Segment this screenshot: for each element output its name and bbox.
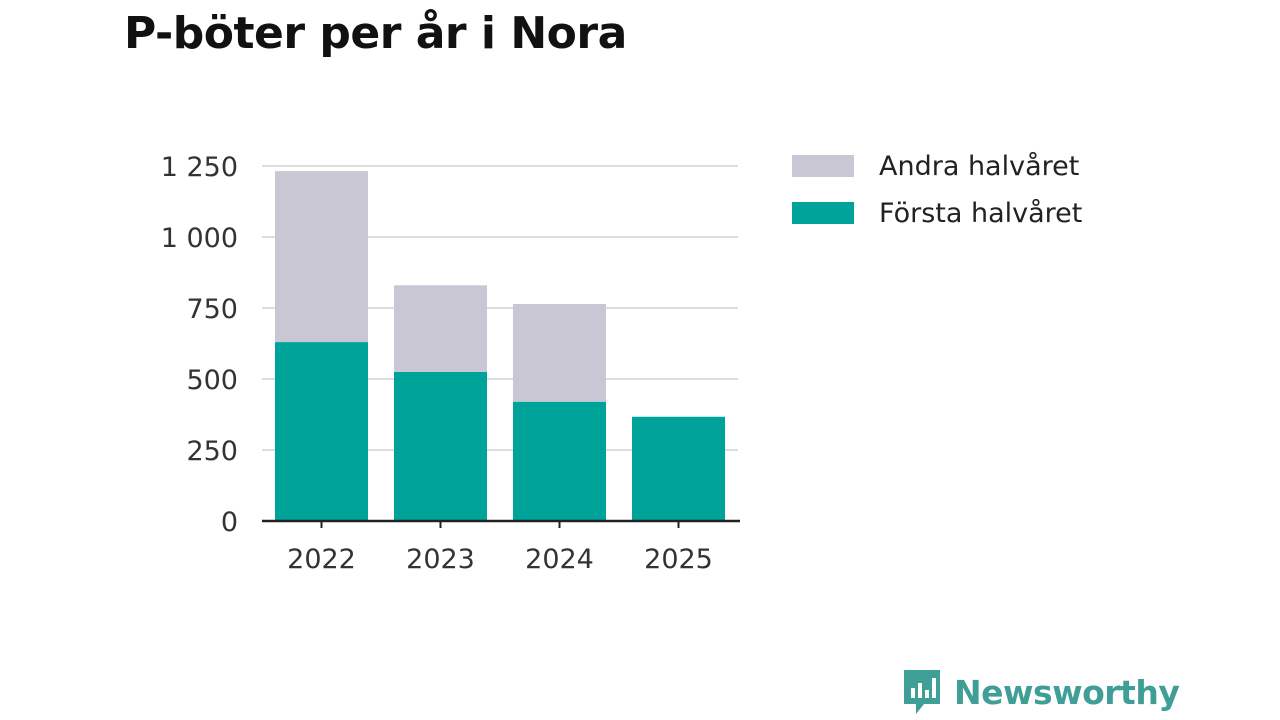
x-tick-label: 2025 xyxy=(644,544,713,575)
legend-label: Första halvåret xyxy=(879,198,1082,229)
y-tick-label: 250 xyxy=(186,436,238,467)
x-tick-label: 2022 xyxy=(287,544,356,575)
bar-andra-halvaret xyxy=(513,304,606,402)
bar-forsta-halvaret xyxy=(513,401,606,521)
bar-forsta-halvaret xyxy=(394,371,487,521)
bar-forsta-halvaret xyxy=(632,416,725,521)
x-tick-label: 2024 xyxy=(525,544,594,575)
y-tick-label: 500 xyxy=(186,365,238,396)
brand-name: Newsworthy xyxy=(954,672,1180,712)
chart-title: P-böter per år i Nora xyxy=(124,8,627,59)
legend-swatch xyxy=(792,155,854,177)
legend-label: Andra halvåret xyxy=(879,151,1079,182)
bar-forsta-halvaret xyxy=(275,342,368,521)
y-tick-label: 1 000 xyxy=(161,223,238,254)
x-tick-label: 2023 xyxy=(406,544,475,575)
bar-andra-halvaret xyxy=(394,285,487,372)
y-tick-label: 1 250 xyxy=(161,152,238,183)
y-tick-label: 750 xyxy=(186,294,238,325)
bar-andra-halvaret xyxy=(275,171,368,343)
legend-swatch xyxy=(792,202,854,224)
y-tick-label: 0 xyxy=(221,507,238,538)
newsworthy-logo: Newsworthy xyxy=(902,668,1180,716)
newsworthy-logo-icon xyxy=(904,670,940,714)
